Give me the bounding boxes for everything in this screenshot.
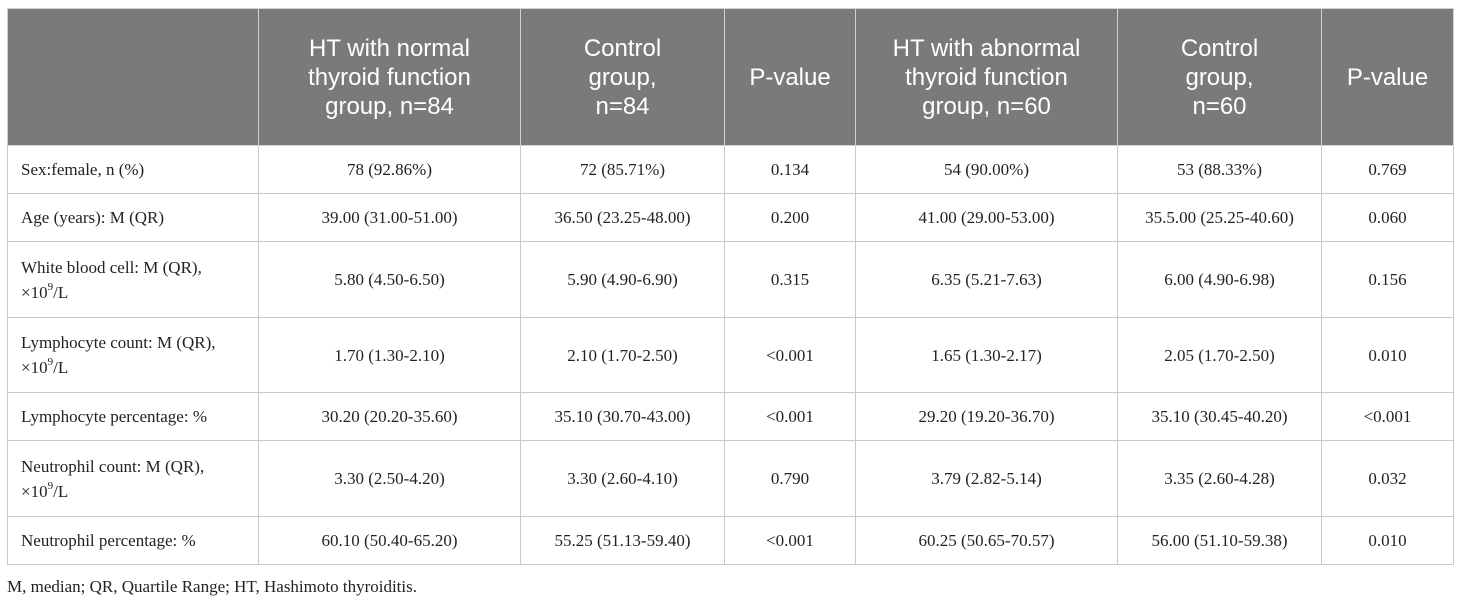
table-cell: 0.060 (1321, 193, 1454, 242)
row-label-exponent: 9 (47, 280, 54, 293)
header-cell-pvalue-2: P-value (1321, 8, 1454, 146)
table-row: Sex:female, n (%) 78 (92.86%) 72 (85.71%… (7, 145, 1454, 194)
table-cell: 3.30 (2.50-4.20) (258, 440, 521, 517)
table-cell: 29.20 (19.20-36.70) (855, 392, 1118, 441)
header-row: HT with normal thyroid function group, n… (7, 8, 1454, 146)
row-label-unit: /L (53, 481, 69, 501)
table-cell: 53 (88.33%) (1117, 145, 1322, 194)
table-cell: 55.25 (51.13-59.40) (520, 516, 725, 565)
header-cell-ht-abnormal: HT with abnormal thyroid function group,… (855, 8, 1118, 146)
table-cell: 36.50 (23.25-48.00) (520, 193, 725, 242)
table-cell: 0.010 (1321, 317, 1454, 393)
table-cell: 35.10 (30.45-40.20) (1117, 392, 1322, 441)
header-cell-control-1: Control group, n=84 (520, 8, 725, 146)
table-cell: 2.10 (1.70-2.50) (520, 317, 725, 393)
table-cell: 0.200 (724, 193, 856, 242)
table-cell: 3.79 (2.82-5.14) (855, 440, 1118, 517)
table-cell: <0.001 (1321, 392, 1454, 441)
header-cell-empty (7, 8, 259, 146)
table-cell: 5.90 (4.90-6.90) (520, 241, 725, 318)
table-cell: <0.001 (724, 516, 856, 565)
table-cell: 39.00 (31.00-51.00) (258, 193, 521, 242)
table-cell: 6.00 (4.90-6.98) (1117, 241, 1322, 318)
row-label: White blood cell: M (QR), ×109/L (7, 241, 259, 318)
table-row: White blood cell: M (QR), ×109/L 5.80 (4… (7, 241, 1454, 318)
row-label: Lymphocyte count: M (QR), ×109/L (7, 317, 259, 393)
table-cell: 35.5.00 (25.25-40.60) (1117, 193, 1322, 242)
table-row: Lymphocyte percentage: % 30.20 (20.20-35… (7, 392, 1454, 441)
row-label-unit: /L (53, 282, 69, 302)
row-label-text: Lymphocyte count: M (QR), ×10 (21, 333, 216, 377)
table-cell: 1.65 (1.30-2.17) (855, 317, 1118, 393)
data-table: HT with normal thyroid function group, n… (7, 8, 1454, 565)
table-cell: 5.80 (4.50-6.50) (258, 241, 521, 318)
table-row: Neutrophil count: M (QR), ×109/L 3.30 (2… (7, 440, 1454, 517)
table-row: Lymphocyte count: M (QR), ×109/L 1.70 (1… (7, 317, 1454, 393)
header-cell-ht-normal: HT with normal thyroid function group, n… (258, 8, 521, 146)
row-label-text: White blood cell: M (QR), ×10 (21, 257, 202, 302)
table-cell: 3.30 (2.60-4.10) (520, 440, 725, 517)
table-cell: 6.35 (5.21-7.63) (855, 241, 1118, 318)
row-label-text: Neutrophil count: M (QR), ×10 (21, 456, 205, 501)
row-label: Neutrophil count: M (QR), ×109/L (7, 440, 259, 517)
table-cell: 30.20 (20.20-35.60) (258, 392, 521, 441)
table-cell: 56.00 (51.10-59.38) (1117, 516, 1322, 565)
table-cell: 3.35 (2.60-4.28) (1117, 440, 1322, 517)
row-label: Neutrophil percentage: % (7, 516, 259, 565)
table-row: Age (years): M (QR) 39.00 (31.00-51.00) … (7, 193, 1454, 242)
table-cell: <0.001 (724, 392, 856, 441)
row-label-exponent: 9 (47, 479, 54, 492)
table-cell: 0.315 (724, 241, 856, 318)
table-cell: 0.032 (1321, 440, 1454, 517)
table-cell: 0.790 (724, 440, 856, 517)
table-cell: 54 (90.00%) (855, 145, 1118, 194)
row-label: Sex:female, n (%) (7, 145, 259, 194)
table-footnote: M, median; QR, Quartile Range; HT, Hashi… (7, 577, 417, 596)
table-cell: 0.769 (1321, 145, 1454, 194)
table-cell: 0.010 (1321, 516, 1454, 565)
row-label-unit: /L (53, 358, 69, 377)
row-label-exponent: 9 (47, 356, 54, 369)
row-label: Lymphocyte percentage: % (7, 392, 259, 441)
table-cell: 60.25 (50.65-70.57) (855, 516, 1118, 565)
table-row: Neutrophil percentage: % 60.10 (50.40-65… (7, 516, 1454, 565)
table-cell: 60.10 (50.40-65.20) (258, 516, 521, 565)
table-cell: 0.134 (724, 145, 856, 194)
table-container: HT with normal thyroid function group, n… (7, 8, 1454, 565)
table-cell: 1.70 (1.30-2.10) (258, 317, 521, 393)
table-cell: 35.10 (30.70-43.00) (520, 392, 725, 441)
table-cell: 72 (85.71%) (520, 145, 725, 194)
table-cell: 2.05 (1.70-2.50) (1117, 317, 1322, 393)
row-label: Age (years): M (QR) (7, 193, 259, 242)
header-cell-pvalue-1: P-value (724, 8, 856, 146)
table-cell: <0.001 (724, 317, 856, 393)
table-cell: 41.00 (29.00-53.00) (855, 193, 1118, 242)
table-cell: 78 (92.86%) (258, 145, 521, 194)
header-cell-control-2: Control group, n=60 (1117, 8, 1322, 146)
table-cell: 0.156 (1321, 241, 1454, 318)
